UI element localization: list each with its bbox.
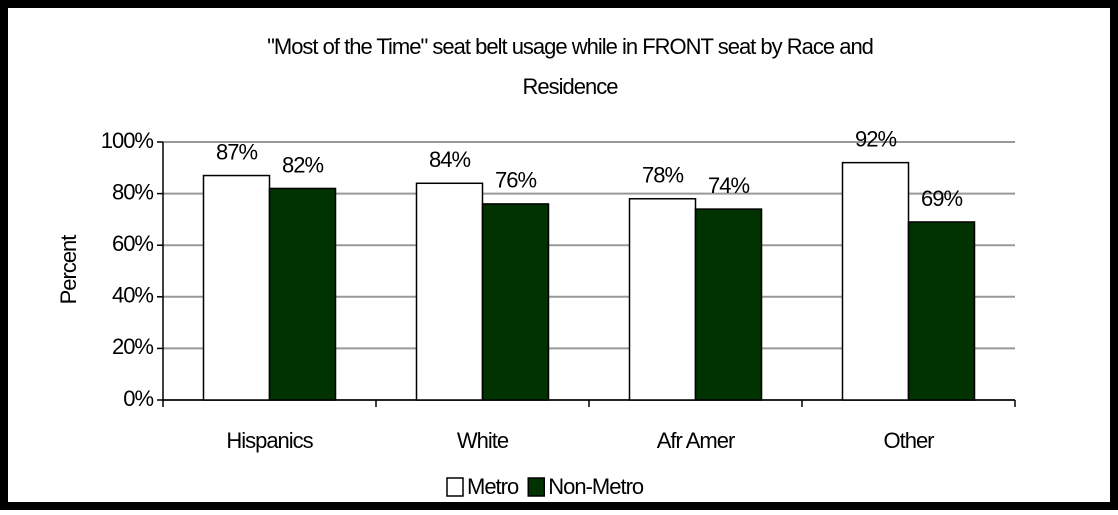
bar — [268, 187, 337, 401]
x-tick-label: Hispanics — [226, 428, 313, 453]
value-label: 87% — [216, 139, 257, 164]
value-label: 92% — [855, 126, 896, 151]
y-tick-label: 40% — [112, 283, 153, 308]
value-label: 82% — [282, 152, 323, 177]
x-tick-label: White — [457, 428, 509, 453]
value-label: 74% — [708, 173, 749, 198]
x-tick-label: Other — [883, 428, 934, 453]
legend-label: Non-Metro — [548, 474, 644, 499]
bar — [202, 174, 271, 401]
bar — [841, 161, 910, 401]
y-tick-label: 20% — [112, 334, 153, 359]
value-label: 76% — [495, 168, 536, 193]
legend-swatch — [446, 477, 464, 497]
y-tick-label: 60% — [112, 231, 153, 256]
legend-label: Metro — [467, 474, 519, 499]
y-tick-label: 80% — [112, 179, 153, 204]
value-label: 78% — [642, 163, 683, 188]
bar — [694, 208, 763, 401]
y-axis-label: Percent — [56, 235, 81, 305]
bar — [628, 198, 697, 401]
chart-subtitle: Residence — [523, 74, 619, 99]
value-label: 84% — [429, 147, 470, 172]
value-label: 69% — [921, 186, 962, 211]
y-tick-label: 0% — [123, 386, 153, 411]
chart-title: "Most of the Time" seat belt usage while… — [267, 34, 873, 59]
legend-swatch — [527, 477, 545, 497]
x-tick-label: Afr Amer — [657, 428, 735, 453]
bar — [481, 203, 550, 401]
bar — [907, 221, 976, 401]
y-tick-label: 100% — [101, 128, 154, 153]
bar — [415, 182, 484, 401]
